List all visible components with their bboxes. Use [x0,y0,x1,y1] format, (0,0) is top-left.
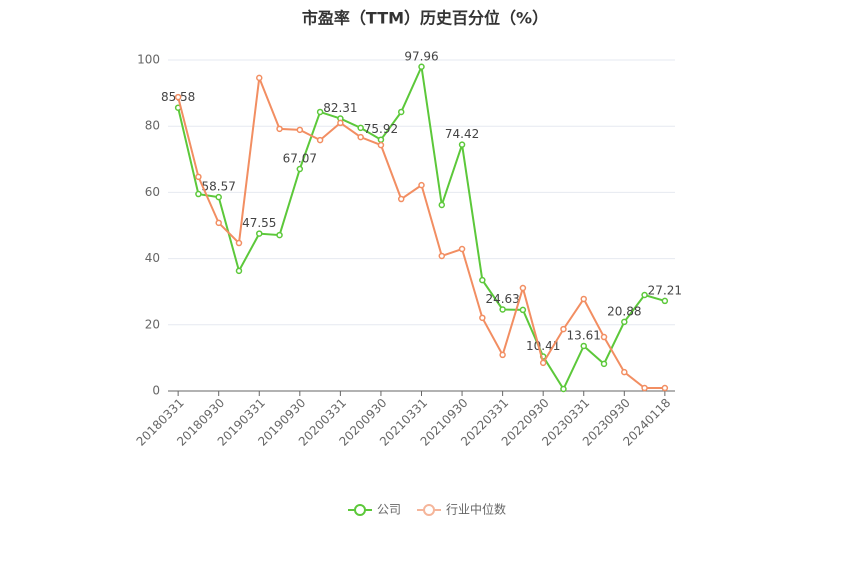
data-label: 67.07 [283,151,317,165]
point [560,325,567,333]
point [357,124,364,132]
y-tick-label: 100 [137,53,160,67]
y-tick-label: 0 [152,384,160,398]
point [499,306,506,313]
point [621,368,628,376]
data-label: 24.63 [485,292,519,306]
point [458,245,466,253]
point [215,219,222,227]
point [256,230,263,237]
point [235,267,243,275]
point [600,360,608,368]
data-label: 74.42 [445,127,479,141]
point [479,276,486,284]
point [539,359,547,367]
data-label: 13.61 [567,328,601,342]
point [438,201,446,209]
point [580,295,587,303]
point [195,173,202,181]
point [438,252,446,260]
y-tick-label: 20 [145,317,160,331]
point [641,291,648,299]
legend-label: 行业中位数 [446,502,506,517]
point [276,125,283,133]
point [316,108,324,116]
point [519,306,527,314]
point [621,318,628,326]
point [377,136,385,143]
point [174,93,182,101]
point [357,133,364,141]
point [397,195,405,203]
data-label: 75.92 [364,122,398,136]
point [560,385,567,393]
data-label: 47.55 [242,216,276,230]
point [418,63,425,71]
point [296,126,304,134]
legend-marker [354,504,366,516]
data-label: 27.21 [648,283,682,297]
data-label: 58.57 [202,180,236,194]
legend-item[interactable]: 行业中位数 [417,502,506,517]
point [661,297,669,305]
y-tick-label: 60 [145,185,160,199]
point [377,141,385,149]
legend-marker [423,504,436,516]
y-tick-label: 40 [145,251,160,265]
point [418,181,425,189]
data-label: 82.31 [323,101,357,115]
point [397,108,405,116]
legend-item[interactable]: 公司 [348,503,401,517]
point [519,284,527,292]
chart-title: 市盈率（TTM）历史百分位（%） [302,9,548,28]
legend-label: 公司 [377,503,401,517]
point [661,384,669,392]
point [479,314,486,322]
point [580,342,587,350]
point [256,74,263,82]
y-tick-label: 80 [145,119,160,133]
point [499,351,506,359]
point [195,190,202,198]
point [276,231,283,239]
point [458,141,466,148]
point [337,119,344,127]
data-label: 20.88 [607,304,641,318]
point [235,239,243,247]
point [215,193,222,201]
point [296,165,304,173]
data-label: 97.96 [404,49,438,63]
point [641,384,648,392]
point [316,136,324,144]
point [600,333,608,341]
